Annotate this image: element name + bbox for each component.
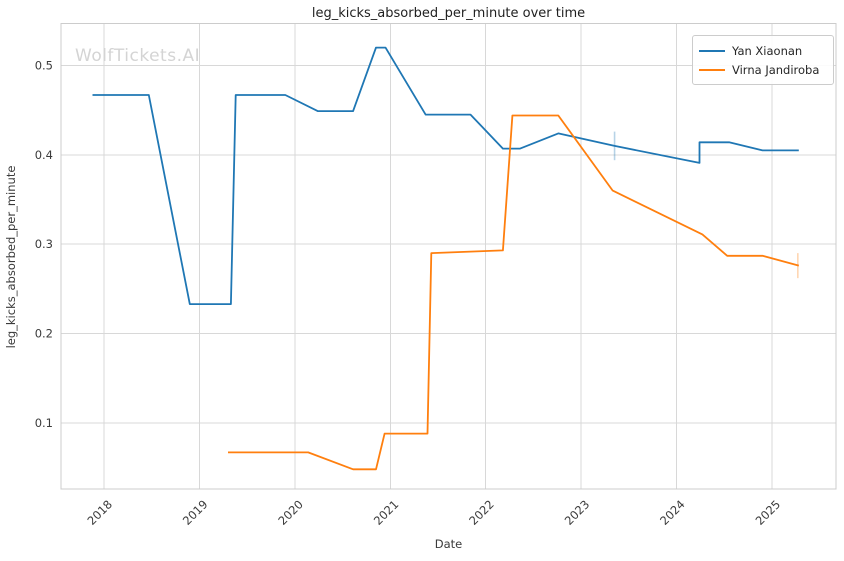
x-tick-label: 2021: [371, 497, 402, 528]
y-tick-label: 0.4: [35, 148, 53, 162]
y-tick-label: 0.3: [35, 237, 53, 251]
x-tick-label: 2018: [84, 497, 115, 528]
y-tick-label: 0.1: [35, 416, 53, 430]
y-tick-label: 0.2: [35, 327, 53, 341]
x-tick-label: 2023: [562, 497, 593, 528]
legend-item-yan-xiaonan: Yan Xiaonan: [699, 41, 825, 60]
legend-label: Virna Jandiroba: [732, 62, 820, 77]
x-tick-label: 2024: [657, 497, 688, 528]
series-line-virna-jandiroba: [228, 114, 800, 471]
legend-item-virna-jandiroba: Virna Jandiroba: [699, 60, 825, 79]
watermark: WolfTickets.AI: [75, 46, 201, 66]
x-tick-label: 2020: [275, 497, 306, 528]
y-axis-label: leg_kicks_absorbed_per_minute: [4, 165, 18, 349]
x-tick-label: 2019: [180, 497, 211, 528]
x-tick-label: 2025: [753, 497, 784, 528]
legend-label: Yan Xiaonan: [732, 43, 803, 58]
x-tick-label: 2022: [466, 497, 497, 528]
series-line-yan-xiaonan: [92, 46, 799, 306]
legend: Yan Xiaonan Virna Jandiroba: [692, 35, 834, 85]
x-axis-label: Date: [434, 537, 463, 551]
chart-title: leg_kicks_absorbed_per_minute over time: [311, 6, 586, 21]
plot-border: [60, 22, 837, 490]
legend-line-swatch-orange: [699, 68, 725, 71]
legend-line-swatch-blue: [699, 49, 725, 52]
y-tick-label: 0.5: [35, 58, 53, 72]
